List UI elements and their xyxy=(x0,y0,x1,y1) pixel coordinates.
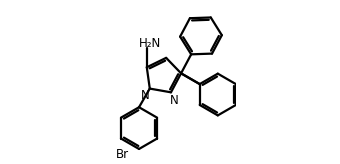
Text: N: N xyxy=(141,89,150,102)
Text: N: N xyxy=(170,94,178,107)
Text: Br: Br xyxy=(116,148,129,161)
Text: H₂N: H₂N xyxy=(139,37,161,50)
